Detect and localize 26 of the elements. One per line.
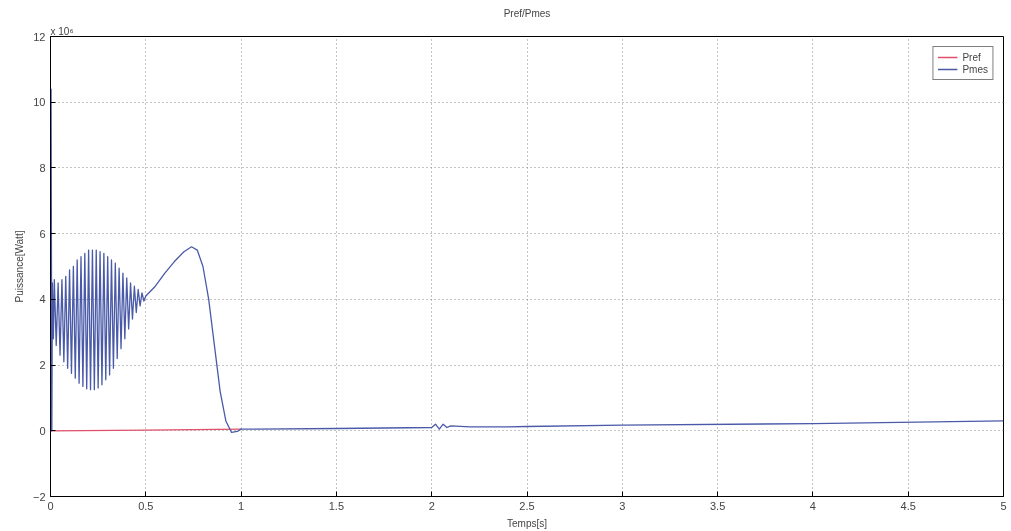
x-tick-label: 3.5 — [709, 499, 726, 512]
x-tick-label: 4 — [809, 499, 816, 512]
y-tick-label: 8 — [39, 161, 46, 174]
legend-label: Pref — [962, 51, 982, 63]
x-tick-label: 2 — [428, 499, 435, 512]
x-tick-label: 1 — [238, 499, 245, 512]
y-tick-label: 6 — [39, 227, 46, 240]
x-axis-title: Temps[s] — [507, 517, 548, 529]
x-tick-label: 3 — [619, 499, 626, 512]
chart-title: Pref/Pmes — [503, 7, 551, 19]
y-tick-label: 12 — [33, 30, 46, 43]
text: x 10⁶ — [50, 25, 74, 37]
y-tick-label: −2 — [32, 490, 46, 503]
x-tick-label: 0 — [47, 499, 54, 512]
y-tick-label: 2 — [39, 359, 46, 372]
legend-label: Pmes — [962, 63, 988, 75]
x-tick-label: 4.5 — [900, 499, 916, 512]
y-tick-label: 0 — [39, 424, 46, 437]
y-tick-label: 10 — [33, 96, 46, 109]
y-tick-label: 4 — [39, 293, 46, 306]
x-tick-label: 0.5 — [138, 499, 154, 512]
x-tick-label: 2.5 — [519, 499, 535, 512]
x-tick-label: 5 — [1000, 499, 1007, 512]
x-tick-label: 1.5 — [328, 499, 345, 512]
y-axis-title: Puissance[Watt] — [13, 230, 25, 303]
line-series — [50, 88, 1004, 434]
